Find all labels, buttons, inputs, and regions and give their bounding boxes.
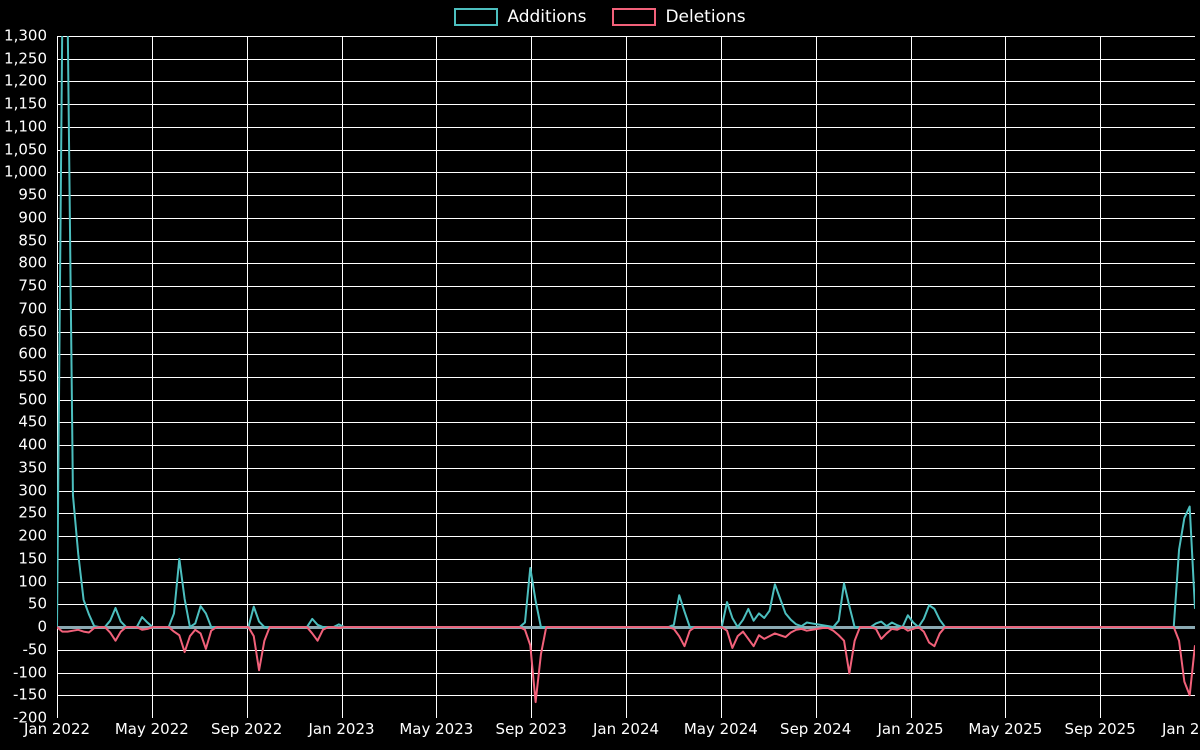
y-tick-label: 700 [18,299,47,318]
y-tick-label: 1,150 [4,94,47,113]
y-tick-label: 850 [18,231,47,250]
legend-label-deletions: Deletions [665,6,746,27]
y-tick-label: 100 [18,572,47,591]
chart-legend: Additions Deletions [0,0,1200,34]
y-tick-label: 300 [18,481,47,500]
y-tick-label: 900 [18,208,47,227]
y-tick-label: -150 [12,685,47,704]
x-axis: Jan 2022 May 2022 Sep 2022 Jan 2023 May 2023… [0,722,1200,750]
y-tick-label: 0 [37,617,47,636]
x-tick-label: Jan 2026 [1161,720,1200,738]
legend-swatch-deletions [612,8,657,26]
x-tick-label: Jan 2022 [23,720,91,738]
y-tick-label: 400 [18,435,47,454]
x-tick-label: May 2022 [114,720,189,738]
y-tick-label: 350 [18,458,47,477]
x-tick-label: May 2025 [968,720,1043,738]
legend-item-additions[interactable]: Additions [454,8,586,26]
series-lines [57,36,1195,704]
y-tick-label: 1,200 [4,71,47,90]
x-tick-label: Sep 2025 [1064,720,1136,738]
x-tick-label: May 2023 [399,720,474,738]
legend-swatch-additions [454,8,499,26]
y-tick-label: 1,050 [4,140,47,159]
gridlines [57,36,1195,718]
legend-label-additions: Additions [507,6,587,27]
y-tick-label: -100 [12,663,47,682]
y-tick-label: 1,100 [4,117,47,136]
x-tick-label: Sep 2023 [495,720,567,738]
x-tick-label: Jan 2025 [877,720,944,738]
y-tick-label: 550 [18,367,47,386]
y-tick-label: 450 [18,412,47,431]
y-tick-label: 750 [18,276,47,295]
plot-area [57,36,1195,718]
y-tick-label: 1,000 [4,162,47,181]
y-tick-label: 650 [18,322,47,341]
y-tick-label: 950 [18,185,47,204]
y-tick-label: 150 [18,549,47,568]
x-tick-label: Sep 2022 [211,720,283,738]
y-tick-label: 200 [18,526,47,545]
x-tick-label: Sep 2024 [780,720,852,738]
series-line-deletions [57,626,1195,704]
y-tick-label: 50 [27,594,47,613]
y-tick-label: 250 [18,503,47,522]
y-tick-label: -50 [22,640,48,659]
x-tick-label: Jan 2024 [592,720,660,738]
y-tick-label: 1,250 [4,49,47,68]
legend-item-deletions[interactable]: Deletions [612,6,746,27]
y-tick-label: 500 [18,390,47,409]
y-tick-label: 600 [18,344,47,363]
plot-svg [57,36,1195,718]
y-tick-label: 800 [18,253,47,272]
x-tick-label: May 2024 [683,720,758,738]
x-tick-label: Jan 2023 [308,720,375,738]
